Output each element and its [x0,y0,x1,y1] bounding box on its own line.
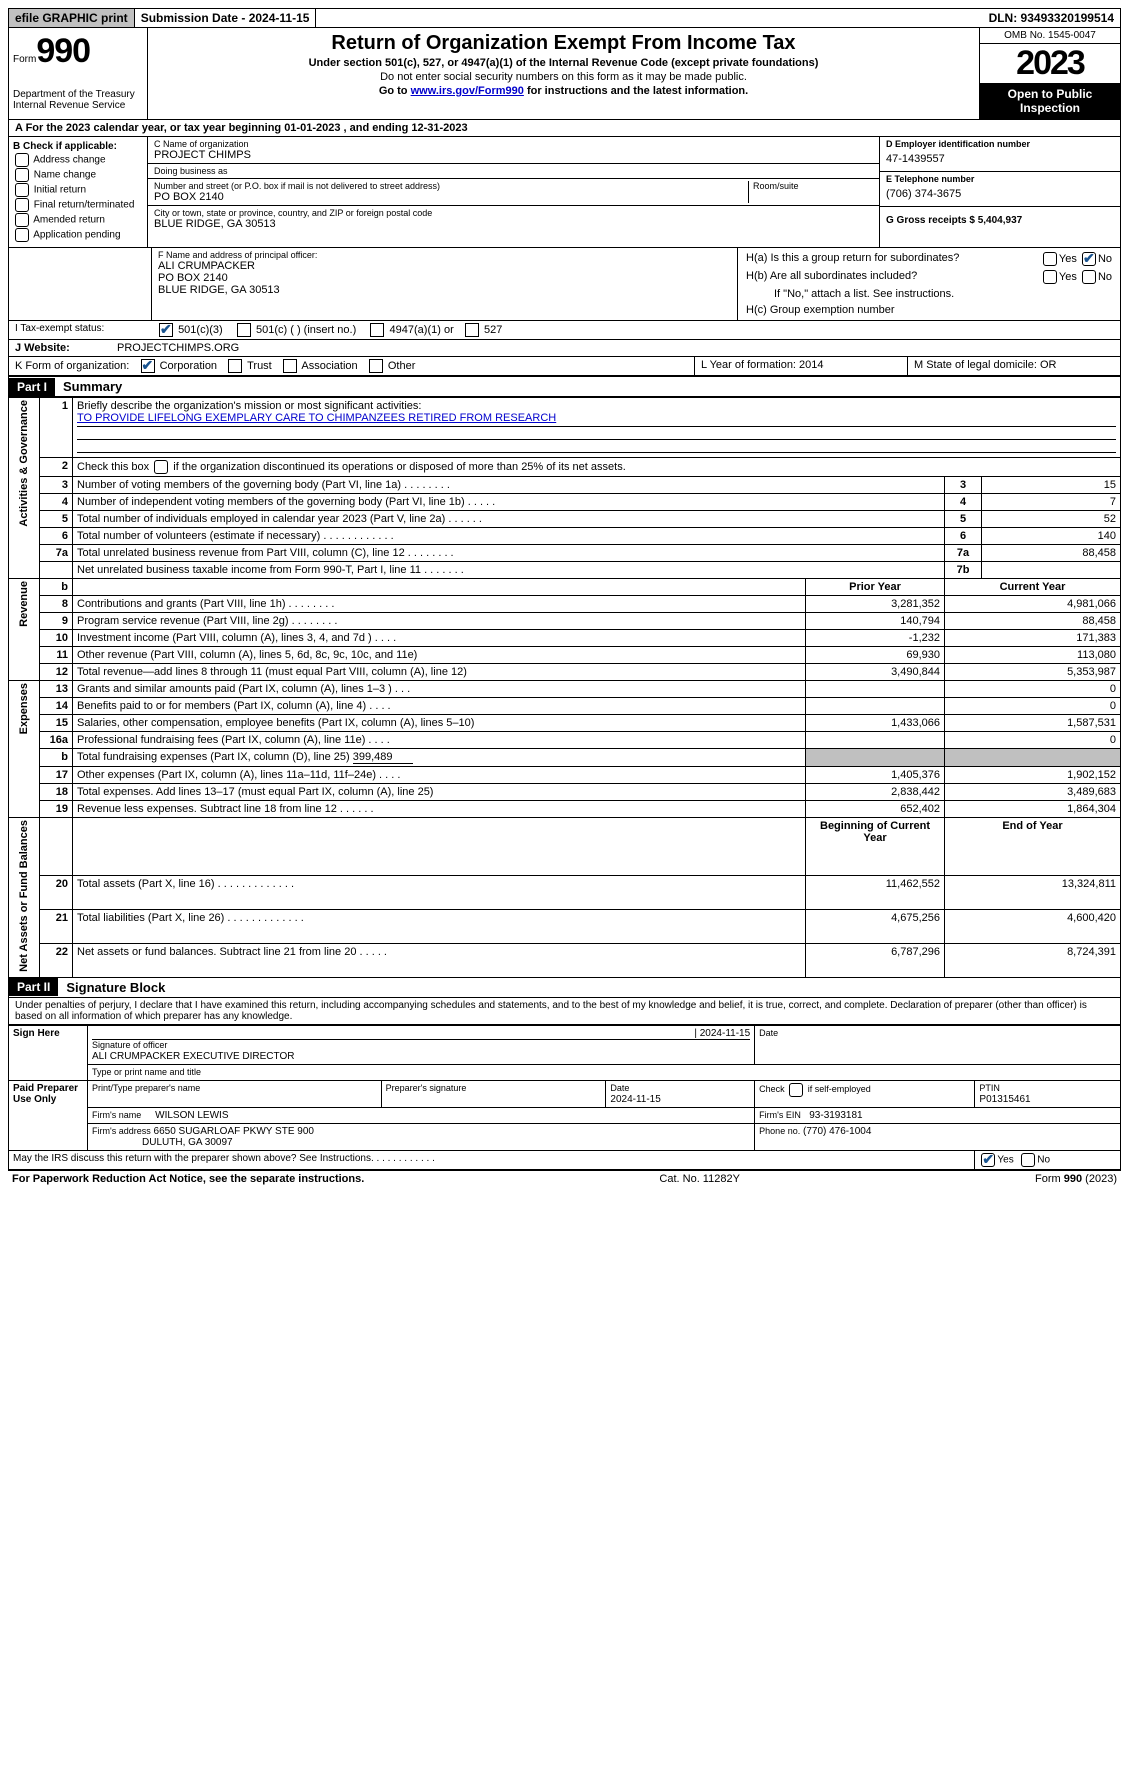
cb-4947[interactable] [370,323,384,337]
website: PROJECTCHIMPS.ORG [111,340,1120,356]
cb-initial-return[interactable]: Initial return [13,183,143,197]
cb-discontinued[interactable] [154,460,168,474]
omb-number: OMB No. 1545-0047 [980,28,1120,44]
cb-other[interactable] [369,359,383,373]
vtab-governance: Activities & Governance [9,398,40,579]
paperwork-notice: For Paperwork Reduction Act Notice, see … [12,1173,364,1185]
line3-val: 15 [982,477,1121,494]
dept-treasury: Department of the Treasury [13,89,143,100]
year-formation: L Year of formation: 2014 [694,357,907,375]
line7b-val [982,562,1121,579]
state-domicile: M State of legal domicile: OR [907,357,1120,375]
submission-date: Submission Date - 2024-11-15 [135,9,317,27]
vtab-net-assets: Net Assets or Fund Balances [9,818,40,978]
cb-527[interactable] [465,323,479,337]
discuss-question: May the IRS discuss this return with the… [9,1150,975,1169]
signature-table: Sign Here | 2024-11-15 Signature of offi… [8,1025,1121,1170]
box-d-e-g: D Employer identification number 47-1439… [879,137,1120,247]
part1-badge: Part I [9,378,55,396]
cb-501c[interactable] [237,323,251,337]
box-c: C Name of organization PROJECT CHIMPS Do… [148,137,879,247]
sign-here-label: Sign Here [9,1025,88,1080]
phone: (706) 374-3675 [886,184,1114,204]
tax-year-line: A For the 2023 calendar year, or tax yea… [8,120,1121,137]
footer: For Paperwork Reduction Act Notice, see … [8,1170,1121,1187]
ssn-note: Do not enter social security numbers on … [156,71,971,83]
ein: 47-1439557 [886,149,1114,169]
open-inspection: Open to PublicInspection [980,83,1120,119]
form-subtitle: Under section 501(c), 527, or 4947(a)(1)… [156,57,971,69]
irs-label: Internal Revenue Service [13,100,143,111]
tax-year: 2023 [980,44,1120,83]
firm-phone: (770) 476-1004 [803,1126,871,1137]
cb-ha-yes[interactable] [1043,252,1057,266]
officer-signature: ALI CRUMPACKER EXECUTIVE DIRECTOR [92,1051,294,1062]
paid-preparer-label: Paid Preparer Use Only [9,1080,88,1150]
cat-no: Cat. No. 11282Y [659,1173,740,1185]
line16b-val: 399,489 [353,751,413,764]
preparer-date: 2024-11-15 [610,1094,660,1105]
box-b: B Check if applicable: Address change Na… [9,137,148,247]
dln: DLN: 93493320199514 [983,9,1120,27]
part2-badge: Part II [9,978,58,996]
summary-table: Activities & Governance 1 Briefly descri… [8,397,1121,978]
cb-self-employed[interactable] [789,1083,803,1097]
cb-final-return[interactable]: Final return/terminated [13,198,143,212]
cb-ha-no[interactable] [1082,252,1096,266]
efile-label: efile GRAPHIC print [9,9,135,27]
cb-amended[interactable]: Amended return [13,213,143,227]
line7a-val: 88,458 [982,545,1121,562]
city-state-zip: BLUE RIDGE, GA 30513 [154,218,873,230]
gross-receipts: G Gross receipts $ 5,404,937 [886,209,1114,232]
box-h: H(a) Is this a group return for subordin… [738,248,1120,320]
line4-val: 7 [982,494,1121,511]
cb-hb-yes[interactable] [1043,270,1057,284]
form-header: Form990 Department of the Treasury Inter… [8,28,1121,120]
cb-501c3[interactable] [159,323,173,337]
officer-name: ALI CRUMPACKER [158,260,731,272]
org-name: PROJECT CHIMPS [154,149,873,161]
firm-name: WILSON LEWIS [155,1110,228,1121]
box-f: F Name and address of principal officer:… [152,248,738,320]
cb-trust[interactable] [228,359,242,373]
cb-application-pending[interactable]: Application pending [13,228,143,242]
part1-title: Summary [55,377,130,396]
line5-val: 52 [982,511,1121,528]
cb-hb-no[interactable] [1082,270,1096,284]
mission-link[interactable]: TO PROVIDE LIFELONG EXEMPLARY CARE TO CH… [77,412,556,424]
cb-assoc[interactable] [283,359,297,373]
vtab-expenses: Expenses [9,681,40,818]
form-number: 990 [36,32,90,70]
cb-corp[interactable] [141,359,155,373]
cb-discuss-yes[interactable] [981,1153,995,1167]
part2-title: Signature Block [58,978,173,997]
cb-name-change[interactable]: Name change [13,168,143,182]
entity-grid: B Check if applicable: Address change Na… [8,137,1121,247]
firm-ein: 93-3193181 [809,1110,862,1121]
vtab-revenue: Revenue [9,579,40,681]
instructions-link[interactable]: www.irs.gov/Form990 [411,85,524,97]
form-title: Return of Organization Exempt From Incom… [156,32,971,55]
form-footer: Form 990 (2023) [1035,1173,1117,1185]
line6-val: 140 [982,528,1121,545]
perjury-text: Under penalties of perjury, I declare th… [8,998,1121,1025]
cb-address-change[interactable]: Address change [13,153,143,167]
cb-discuss-no[interactable] [1021,1153,1035,1167]
street-address: PO BOX 2140 [154,191,748,203]
topbar: efile GRAPHIC print Submission Date - 20… [8,8,1121,28]
ptin: P01315461 [979,1094,1030,1105]
firm-address: 6650 SUGARLOAF PKWY STE 900 [154,1126,314,1137]
